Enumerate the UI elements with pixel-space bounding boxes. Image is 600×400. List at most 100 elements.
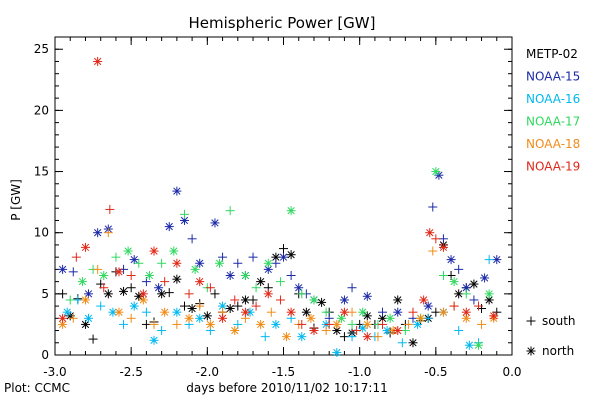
y-tick-label: 15 [34,165,49,179]
y-tick-label: 5 [41,287,49,301]
star-stroke [139,290,148,298]
data-point-north [286,307,296,317]
legend-plus-symbol [526,316,536,326]
star-stroke [130,255,138,264]
star-stroke [218,302,227,310]
data-point-north [80,242,90,252]
data-point-south [275,277,285,287]
data-point-south [233,258,243,268]
data-point-south [260,332,270,342]
data-point-south [88,334,98,344]
data-point-north [309,326,319,336]
legend: METP-02 NOAA-15 NOAA-16 NOAA-17 NOAA-18 NOAA-… [526,47,580,174]
star-stroke [63,308,71,316]
marker-legend: south north [526,314,576,358]
x-tick-label: -1.5 [272,365,295,379]
data-point-north [489,311,499,321]
data-point-north [339,295,349,305]
data-point-north [461,283,471,293]
series-noaa-19 [58,56,499,342]
data-point-north [195,313,205,323]
star-stroke [287,207,295,215]
data-point-south [179,209,189,219]
star-stroke [527,347,535,355]
data-point-south [428,246,438,256]
data-point-north [93,228,103,238]
data-point-south [251,301,261,311]
data-point-north [294,283,304,293]
data-point-south [484,255,494,265]
data-point-north [449,277,459,287]
data-point-south [184,289,194,299]
star-stroke [490,312,498,320]
star-stroke [435,171,443,179]
series-noaa-18 [58,228,499,342]
star-stroke [173,259,181,267]
data-point-south [71,252,81,262]
y-tick-label: 10 [34,226,49,240]
star-stroke [287,308,295,316]
data-points [58,56,502,358]
star-stroke [295,284,303,292]
data-point-north [416,313,426,323]
star-stroke [165,222,173,231]
data-point-north [202,311,212,321]
legend-entry: NOAA-19 [526,160,580,174]
star-stroke [215,259,224,267]
data-point-north [286,206,296,216]
star-stroke [58,265,67,274]
data-point-south [378,307,388,317]
data-point-south [347,332,357,342]
star-stroke [115,268,123,276]
data-point-south [473,301,483,311]
data-point-north [408,338,418,348]
star-stroke [485,296,493,304]
data-point-south [195,301,205,311]
data-point-south [119,319,129,329]
legend-star-symbol [526,346,536,356]
data-point-north [301,307,311,317]
star-stroke [241,296,250,304]
star-stroke [394,296,402,304]
star-stroke [474,341,483,349]
star-stroke [333,320,341,329]
star-stroke [363,292,371,300]
data-point-south [428,202,438,212]
star-stroke [317,298,326,307]
data-point-north [62,307,72,317]
star-stroke [196,259,204,267]
data-point-north [99,271,109,280]
data-point-south [164,288,174,298]
star-stroke [81,243,90,252]
data-point-north [169,246,179,256]
star-stroke [450,277,458,286]
star-stroke [115,308,123,316]
data-point-north [240,307,250,317]
star-stroke [340,296,349,304]
data-point-north [484,289,494,299]
data-point-south [423,313,433,323]
data-point-north [434,170,444,180]
data-point-north [256,277,266,287]
marker-legend-label: north [542,344,574,358]
star-stroke [302,308,311,316]
data-point-north [438,307,448,317]
data-point-south [172,319,182,329]
data-point-south [431,307,441,317]
x-axis-label: days before 2010/11/02 10:17:11 [186,381,387,395]
star-stroke [161,308,169,316]
data-point-south [58,289,68,299]
data-point-north [393,307,403,317]
legend-entry: NOAA-15 [526,70,580,84]
star-stroke [432,167,440,176]
data-point-south [126,283,136,293]
data-point-south [461,289,471,299]
data-point-north [362,332,372,342]
star-stroke [173,187,181,195]
data-point-south [271,258,281,268]
data-point-north [114,267,124,277]
data-point-north [431,167,441,177]
star-stroke [196,314,204,322]
star-stroke [424,302,432,310]
data-point-south [438,234,448,244]
